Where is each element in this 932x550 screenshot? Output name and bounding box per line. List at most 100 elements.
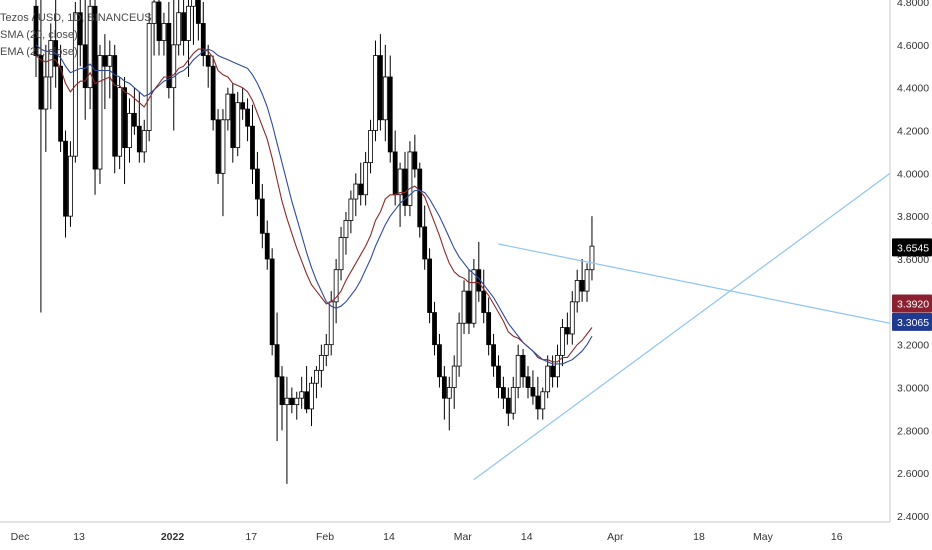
candle-body <box>481 290 487 313</box>
candle <box>171 0 177 131</box>
candle <box>122 76 127 185</box>
candle <box>520 348 526 388</box>
candle <box>338 226 344 281</box>
candle-body <box>43 76 49 110</box>
candle-body <box>584 269 590 292</box>
candle <box>432 301 437 356</box>
price-tick-label: 3.2000 <box>897 340 929 352</box>
candle <box>127 98 132 163</box>
candle-body <box>294 397 300 406</box>
price-tick-label: 2.4000 <box>897 511 929 523</box>
time-tick-label: May <box>753 531 774 543</box>
candle <box>323 333 329 367</box>
legend-sma[interactable]: SMA (20, close) <box>0 29 78 41</box>
candle-body <box>191 0 196 7</box>
candle-body <box>210 65 216 121</box>
candle-body <box>496 365 501 388</box>
candle <box>476 241 482 302</box>
candle <box>230 83 236 163</box>
candle-body <box>274 344 280 378</box>
candle-body <box>323 344 329 356</box>
candle-body <box>451 365 457 388</box>
candle <box>117 76 123 170</box>
candle <box>141 119 147 163</box>
candle <box>417 162 423 238</box>
candle-body <box>112 55 118 157</box>
candle-body <box>240 102 246 110</box>
candle <box>284 376 290 484</box>
time-tick-label: 14 <box>521 531 533 543</box>
candle-body <box>131 112 137 127</box>
candle-body <box>333 269 339 303</box>
candle <box>510 376 516 420</box>
candle-body <box>520 354 526 378</box>
chart-legend: Tezos / USD, 1D, BINANCEUS SMA (20, clos… <box>0 10 152 61</box>
candle <box>181 0 187 56</box>
candle <box>496 355 501 399</box>
candle-body <box>136 125 142 153</box>
candle <box>491 333 496 377</box>
candle <box>195 0 201 41</box>
candle-body <box>205 55 211 67</box>
candle <box>215 109 221 185</box>
legend-ema[interactable]: EMA (20, close) <box>0 46 78 58</box>
legend-symbol[interactable]: Tezos / USD, 1D, BINANCEUS <box>0 12 152 24</box>
candle <box>446 376 452 431</box>
candlestick-series <box>33 0 595 484</box>
candle <box>112 44 118 174</box>
candle-body <box>461 290 467 324</box>
price-tick-label: 2.6000 <box>897 468 929 480</box>
candle-body <box>505 397 511 414</box>
candle-body <box>38 55 44 110</box>
candle-body <box>87 5 93 89</box>
candle-body <box>407 151 413 206</box>
candle-body <box>466 290 472 324</box>
sma-value-label: 3.3065 <box>892 312 932 331</box>
candle <box>368 119 373 174</box>
candle <box>240 87 246 120</box>
candle <box>299 376 305 409</box>
time-axis-background <box>0 522 932 550</box>
candle <box>87 0 93 110</box>
candle <box>186 0 191 77</box>
candle-body <box>58 65 63 142</box>
price-tick-label: 3.6000 <box>897 254 929 266</box>
candle <box>574 269 580 313</box>
candle-body <box>245 108 250 127</box>
candle-body <box>515 354 521 388</box>
candle <box>373 40 378 142</box>
candle-body <box>195 0 201 24</box>
price-tick-label: 4.6000 <box>897 40 929 52</box>
candle <box>348 190 354 234</box>
candle-body <box>176 12 182 46</box>
candle-body <box>358 183 364 196</box>
candle <box>131 87 137 135</box>
candle <box>545 355 551 399</box>
candle <box>407 141 413 217</box>
candle <box>58 44 63 152</box>
time-tick-label: Apr <box>607 531 624 543</box>
candle <box>250 104 255 185</box>
candle-body <box>328 301 334 346</box>
ema-line <box>35 48 593 363</box>
upper-trendline <box>498 243 891 324</box>
candle <box>254 151 260 217</box>
candle-body <box>589 245 595 271</box>
candle-body <box>402 168 408 206</box>
price-tick-label: 3.8000 <box>897 211 929 223</box>
price-tick-label: 2.8000 <box>897 425 929 437</box>
candle-body <box>235 102 241 149</box>
candle-body <box>299 391 305 399</box>
candle-body <box>432 312 437 346</box>
candle-body <box>491 344 496 367</box>
candle <box>166 2 172 99</box>
candle-body <box>161 23 167 41</box>
time-tick-label: 2022 <box>161 531 185 543</box>
candle <box>294 391 300 420</box>
candle <box>461 280 467 334</box>
price-tick-label: 4.4000 <box>897 83 929 95</box>
candle-body <box>437 344 442 378</box>
candle-body <box>63 140 68 217</box>
candle <box>486 297 492 356</box>
